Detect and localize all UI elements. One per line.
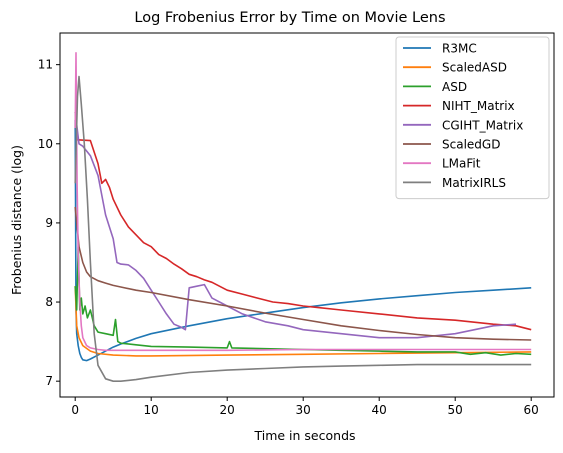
y-tick-label: 7: [45, 374, 53, 388]
series-lines: [74, 51, 532, 383]
legend-label-niht-matrix: NIHT_Matrix: [442, 99, 515, 113]
x-tick-label: 10: [144, 403, 159, 417]
y-axis-label: Frobenius distance (log): [9, 145, 24, 295]
y-tick-label: 11: [38, 58, 53, 72]
legend-label-lmafit: LMaFit: [442, 157, 481, 171]
y-axis: 7 8 9 10 11: [38, 58, 60, 388]
x-axis-label: Time in seconds: [253, 428, 355, 443]
series-line-scaledasd: [74, 286, 532, 357]
x-tick-label: 50: [448, 403, 463, 417]
legend-label-cgiht-matrix: CGIHT_Matrix: [442, 118, 523, 132]
legend-label-asd: ASD: [442, 80, 467, 94]
y-tick-label: 8: [45, 295, 53, 309]
legend-label-scaledgd: ScaledGD: [442, 138, 500, 152]
legend: R3MC ScaledASD ASD NIHT_Matrix CGIHT_Matrix S…: [395, 36, 550, 200]
y-tick-label: 9: [45, 216, 53, 230]
x-tick-label: 30: [296, 403, 311, 417]
legend-box: [395, 36, 550, 200]
series-line-scaledgd: [74, 207, 532, 341]
legend-label-scaledasd: ScaledASD: [442, 61, 507, 75]
x-axis: 0 10 20 30 40 50 60: [71, 397, 539, 417]
y-tick-label: 10: [38, 137, 53, 151]
legend-label-matrixirls: MatrixIRLS: [442, 176, 506, 190]
series-line-cgiht-matrix: [74, 112, 517, 339]
chart-title: Log Frobenius Error by Time on Movie Len…: [134, 10, 445, 26]
series-line-lmafit: [74, 51, 532, 352]
series-line-matrixirls: [74, 75, 532, 383]
series-line-asd: [74, 245, 532, 356]
plot-frame: [59, 32, 555, 398]
x-tick-label: 0: [71, 403, 79, 417]
x-tick-label: 20: [220, 403, 235, 417]
x-tick-label: 60: [524, 403, 539, 417]
x-tick-label: 40: [372, 403, 387, 417]
series-line-niht-matrix: [74, 112, 532, 331]
legend-label-r3mc: R3MC: [442, 42, 477, 56]
